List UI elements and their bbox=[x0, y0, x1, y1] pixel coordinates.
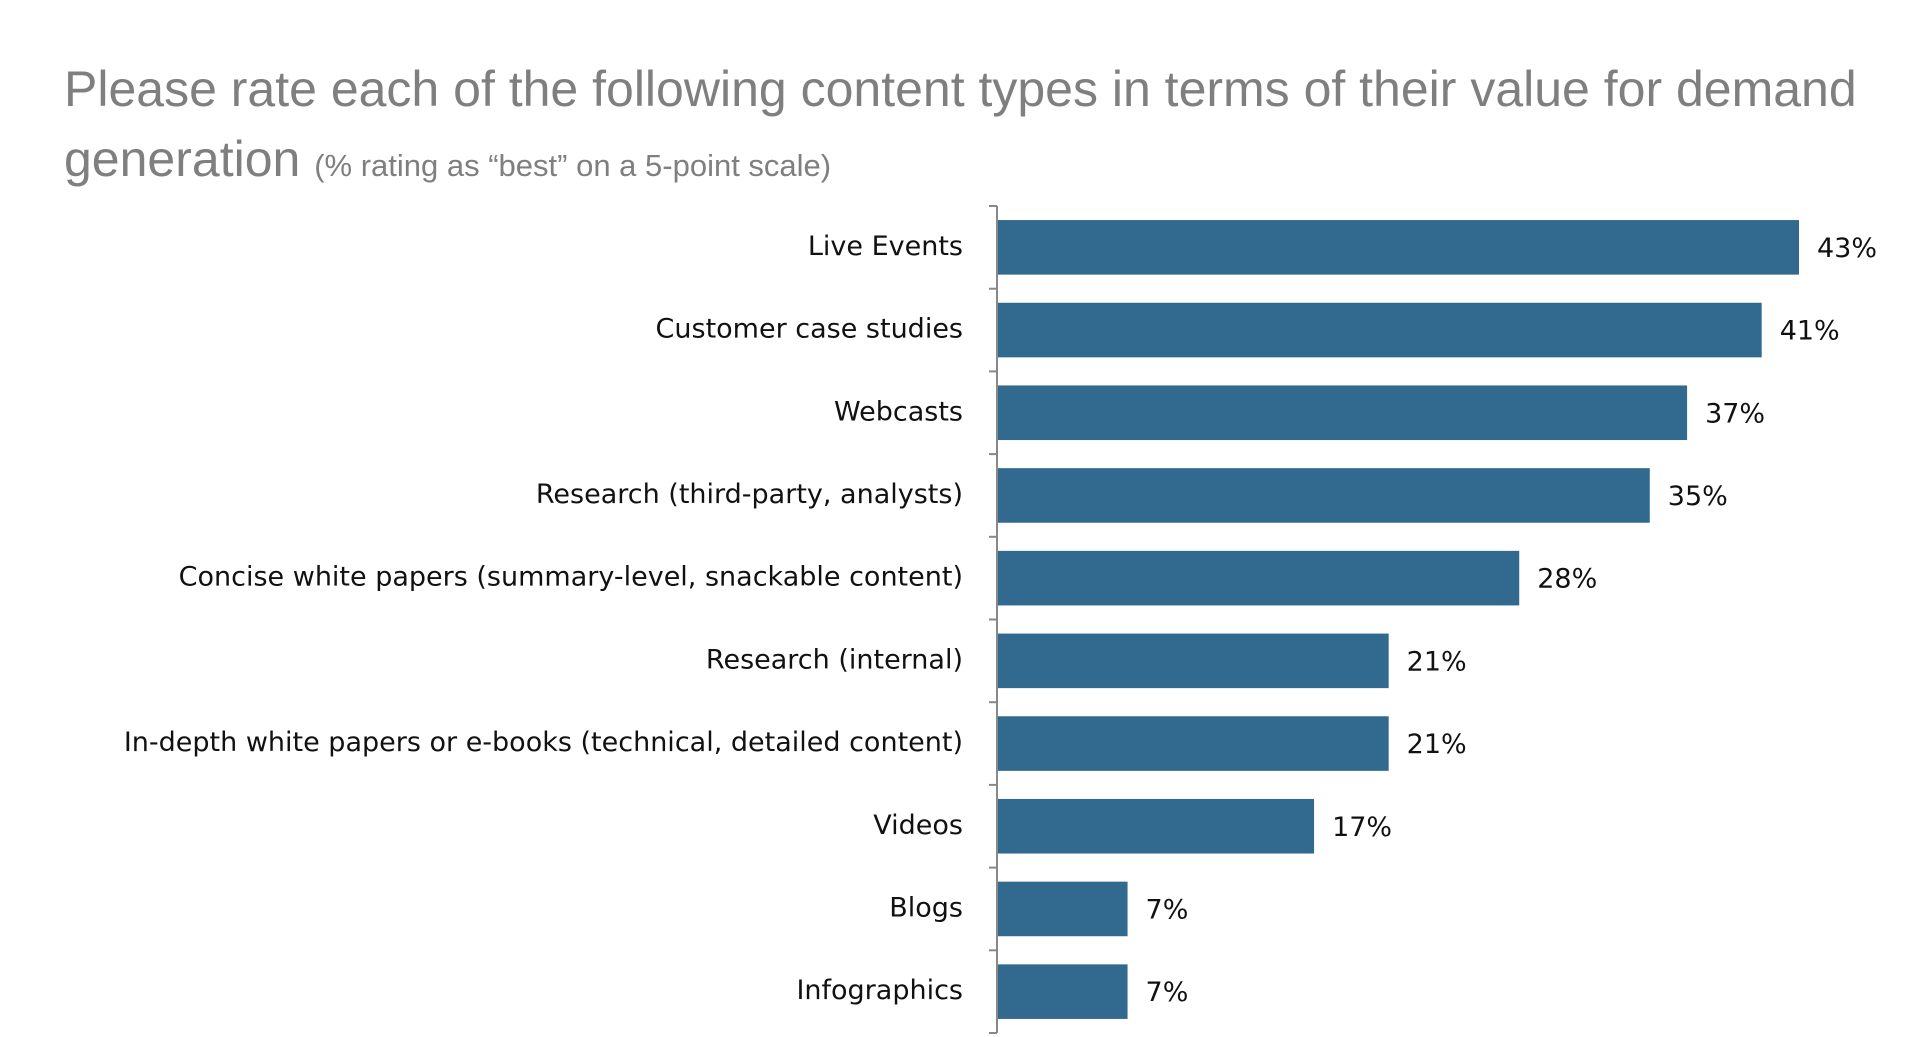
bar bbox=[998, 798, 1315, 854]
bar bbox=[998, 633, 1389, 689]
bar bbox=[998, 302, 1762, 358]
category-label: Videos bbox=[873, 810, 963, 841]
category-label: In-depth white papers or e-books (techni… bbox=[124, 727, 963, 758]
bar bbox=[998, 220, 1799, 275]
bar bbox=[998, 385, 1688, 441]
bar bbox=[998, 716, 1389, 771]
category-label: Infographics bbox=[796, 975, 963, 1006]
data-label: 17% bbox=[1332, 812, 1392, 843]
bar bbox=[998, 964, 1128, 1019]
data-label: 28% bbox=[1537, 564, 1597, 595]
data-label: 37% bbox=[1705, 398, 1765, 429]
data-label: 21% bbox=[1407, 729, 1467, 760]
category-label: Concise white papers (summary-level, sna… bbox=[179, 562, 963, 593]
data-label: 21% bbox=[1407, 646, 1467, 677]
category-label: Blogs bbox=[889, 892, 963, 923]
category-label: Research (internal) bbox=[706, 644, 963, 675]
data-label: 7% bbox=[1146, 894, 1189, 925]
data-label: 43% bbox=[1817, 233, 1877, 264]
bar bbox=[998, 881, 1128, 937]
chart-subtitle: (% rating as “best” on a 5-point scale) bbox=[314, 148, 832, 183]
chart-title: Please rate each of the following conten… bbox=[64, 61, 1857, 187]
category-label: Live Events bbox=[808, 231, 963, 262]
category-label: Webcasts bbox=[834, 396, 963, 427]
category-label: Customer case studies bbox=[656, 314, 963, 345]
data-label: 41% bbox=[1780, 316, 1840, 347]
data-label: 35% bbox=[1668, 481, 1728, 512]
data-label: 7% bbox=[1146, 977, 1189, 1008]
category-label: Research (third-party, analysts) bbox=[536, 479, 963, 510]
bar bbox=[998, 468, 1650, 523]
bar bbox=[998, 550, 1520, 606]
chart-title-block: Please rate each of the following conten… bbox=[64, 54, 1864, 201]
